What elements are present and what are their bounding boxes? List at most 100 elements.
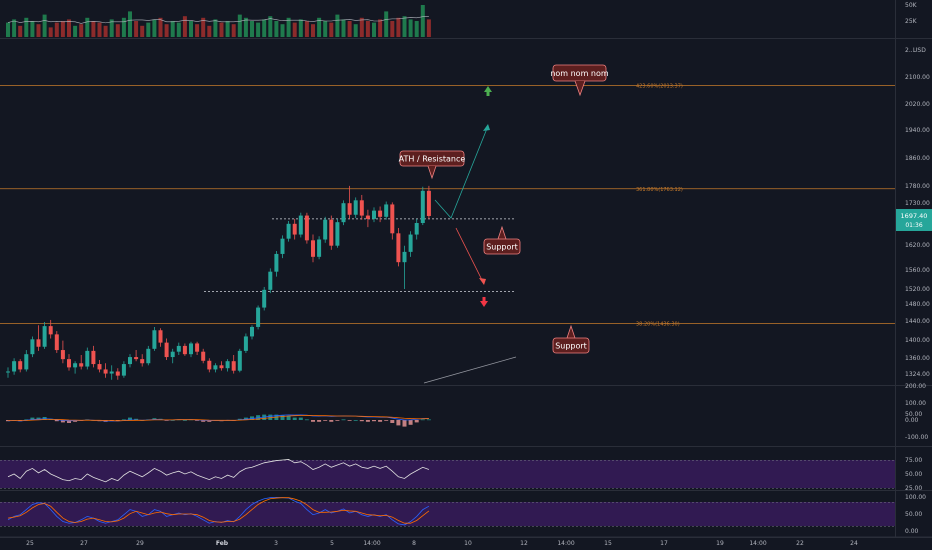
volume-bar-51 (317, 17, 322, 37)
date-tick-16: 24 (850, 540, 858, 547)
date-tick-13: 19 (716, 540, 724, 547)
candle-0 (6, 367, 10, 378)
candle-46 (286, 220, 291, 242)
volume-bar-0 (6, 22, 10, 37)
rsi-axis: 75.00 50.00 25.00 (905, 457, 922, 492)
volume-bar-1 (12, 19, 17, 37)
candle-8 (54, 331, 59, 353)
volume-bar-9 (60, 21, 65, 37)
candle-53 (329, 215, 334, 250)
candle-67 (414, 218, 419, 240)
callout-support-1-text: Support (486, 243, 518, 252)
candle-61 (378, 206, 383, 223)
volume-bar-24 (152, 19, 157, 37)
volume-bar-49 (304, 21, 309, 37)
macd-tick-0: 100.00 (905, 400, 926, 407)
volume-bar-36 (225, 21, 230, 37)
date-axis[interactable]: 25 27 29 Feb 3 5 14:00 8 10 12 14:00 15 17 19 14:00 22 2… (26, 540, 858, 547)
macd-tick-3: -100.00 (905, 434, 928, 441)
fib-label-0: 423.60%(2013.37) (636, 84, 683, 90)
volume-bar-16 (103, 25, 108, 37)
callout-ath: ATH / Resistance (399, 150, 465, 180)
volume-bar-56 (347, 21, 352, 37)
candle-16 (103, 363, 108, 378)
volume-bar-66 (408, 19, 413, 37)
volume-bar-26 (164, 24, 169, 37)
volume-bar-38 (237, 14, 242, 37)
candle-countdown: 01:36 (905, 222, 922, 229)
volume-bar-22 (140, 25, 145, 37)
candle-13 (85, 347, 90, 370)
volume-bar-39 (243, 17, 248, 37)
volume-bar-30 (189, 21, 193, 37)
candle-24 (152, 326, 157, 351)
candle-31 (195, 341, 200, 355)
candle-26 (164, 338, 169, 360)
volume-bar-3 (24, 17, 29, 37)
volume-bar-61 (378, 19, 383, 37)
stoch-pane (7, 496, 430, 526)
candle-5 (36, 325, 41, 351)
rsi-tick-2: 25.00 (905, 485, 922, 492)
volume-bar-23 (146, 22, 151, 37)
bearish-path (455, 227, 484, 283)
date-tick-4: 3 (274, 540, 278, 547)
stoch-tick-2: 0.00 (905, 528, 919, 535)
candle-3 (24, 350, 29, 372)
volume-bar-41 (256, 22, 261, 37)
candle-25 (158, 328, 163, 347)
volume-tick-0: 50K (905, 2, 918, 9)
price-tick-11: 1400.00 (905, 337, 930, 344)
volume-bar-55 (341, 19, 346, 37)
green-up-arrow (484, 86, 492, 96)
volume-bar-15 (97, 22, 102, 37)
volume-bar-11 (73, 25, 78, 37)
callout-nom-nom-text: nom nom nom (550, 69, 609, 78)
price-tick-2: 1940.00 (905, 127, 930, 134)
fib-label-1: 361.80%(1763.12) (636, 187, 683, 193)
price-axis[interactable]: 2100.00 2020.00 1940.00 1860.00 1780.00 1730.… (905, 74, 930, 378)
candle-29 (182, 343, 187, 356)
volume-bar-5 (36, 24, 41, 37)
price-tick-9: 1480.00 (905, 301, 930, 308)
candles (6, 185, 431, 380)
candle-23 (146, 345, 151, 366)
price-tick-13: 1324.00 (905, 371, 930, 378)
volume-bar-29 (182, 16, 187, 37)
fib-label-2: 38.20%(1436.30) (636, 322, 680, 328)
candle-20 (128, 354, 132, 368)
volume-bar-7 (48, 27, 53, 37)
candle-28 (176, 342, 181, 355)
candle-62 (384, 201, 389, 220)
candle-59 (365, 209, 370, 228)
volume-bar-17 (109, 19, 114, 37)
candle-35 (219, 361, 224, 371)
price-tick-10: 1440.00 (905, 318, 930, 325)
candle-18 (115, 368, 120, 380)
volume-bar-57 (353, 24, 358, 37)
candle-50 (311, 234, 315, 263)
volume-bar-28 (176, 22, 181, 37)
date-tick-3: Feb (216, 540, 229, 547)
candle-39 (243, 333, 248, 353)
date-tick-15: 22 (796, 540, 804, 547)
candle-63 (390, 202, 395, 240)
macd-tick-1: 50.00 (905, 411, 922, 418)
volume-bar-68 (420, 5, 425, 37)
volume-bar-42 (262, 19, 267, 37)
volume-bar-58 (359, 17, 364, 37)
callout-support-2-text: Support (555, 342, 587, 351)
date-tick-0: 25 (26, 540, 34, 547)
date-tick-9: 12 (520, 540, 528, 547)
candle-56 (347, 185, 352, 219)
candle-9 (60, 340, 65, 364)
candle-66 (408, 231, 413, 257)
price-tick-12: 1360.00 (905, 355, 930, 362)
volume-bar-37 (231, 24, 236, 37)
candle-11 (73, 361, 78, 374)
candle-60 (372, 207, 376, 223)
candle-68 (420, 186, 425, 226)
stoch-tick-0: 100.00 (905, 494, 926, 501)
candle-7 (48, 319, 53, 339)
